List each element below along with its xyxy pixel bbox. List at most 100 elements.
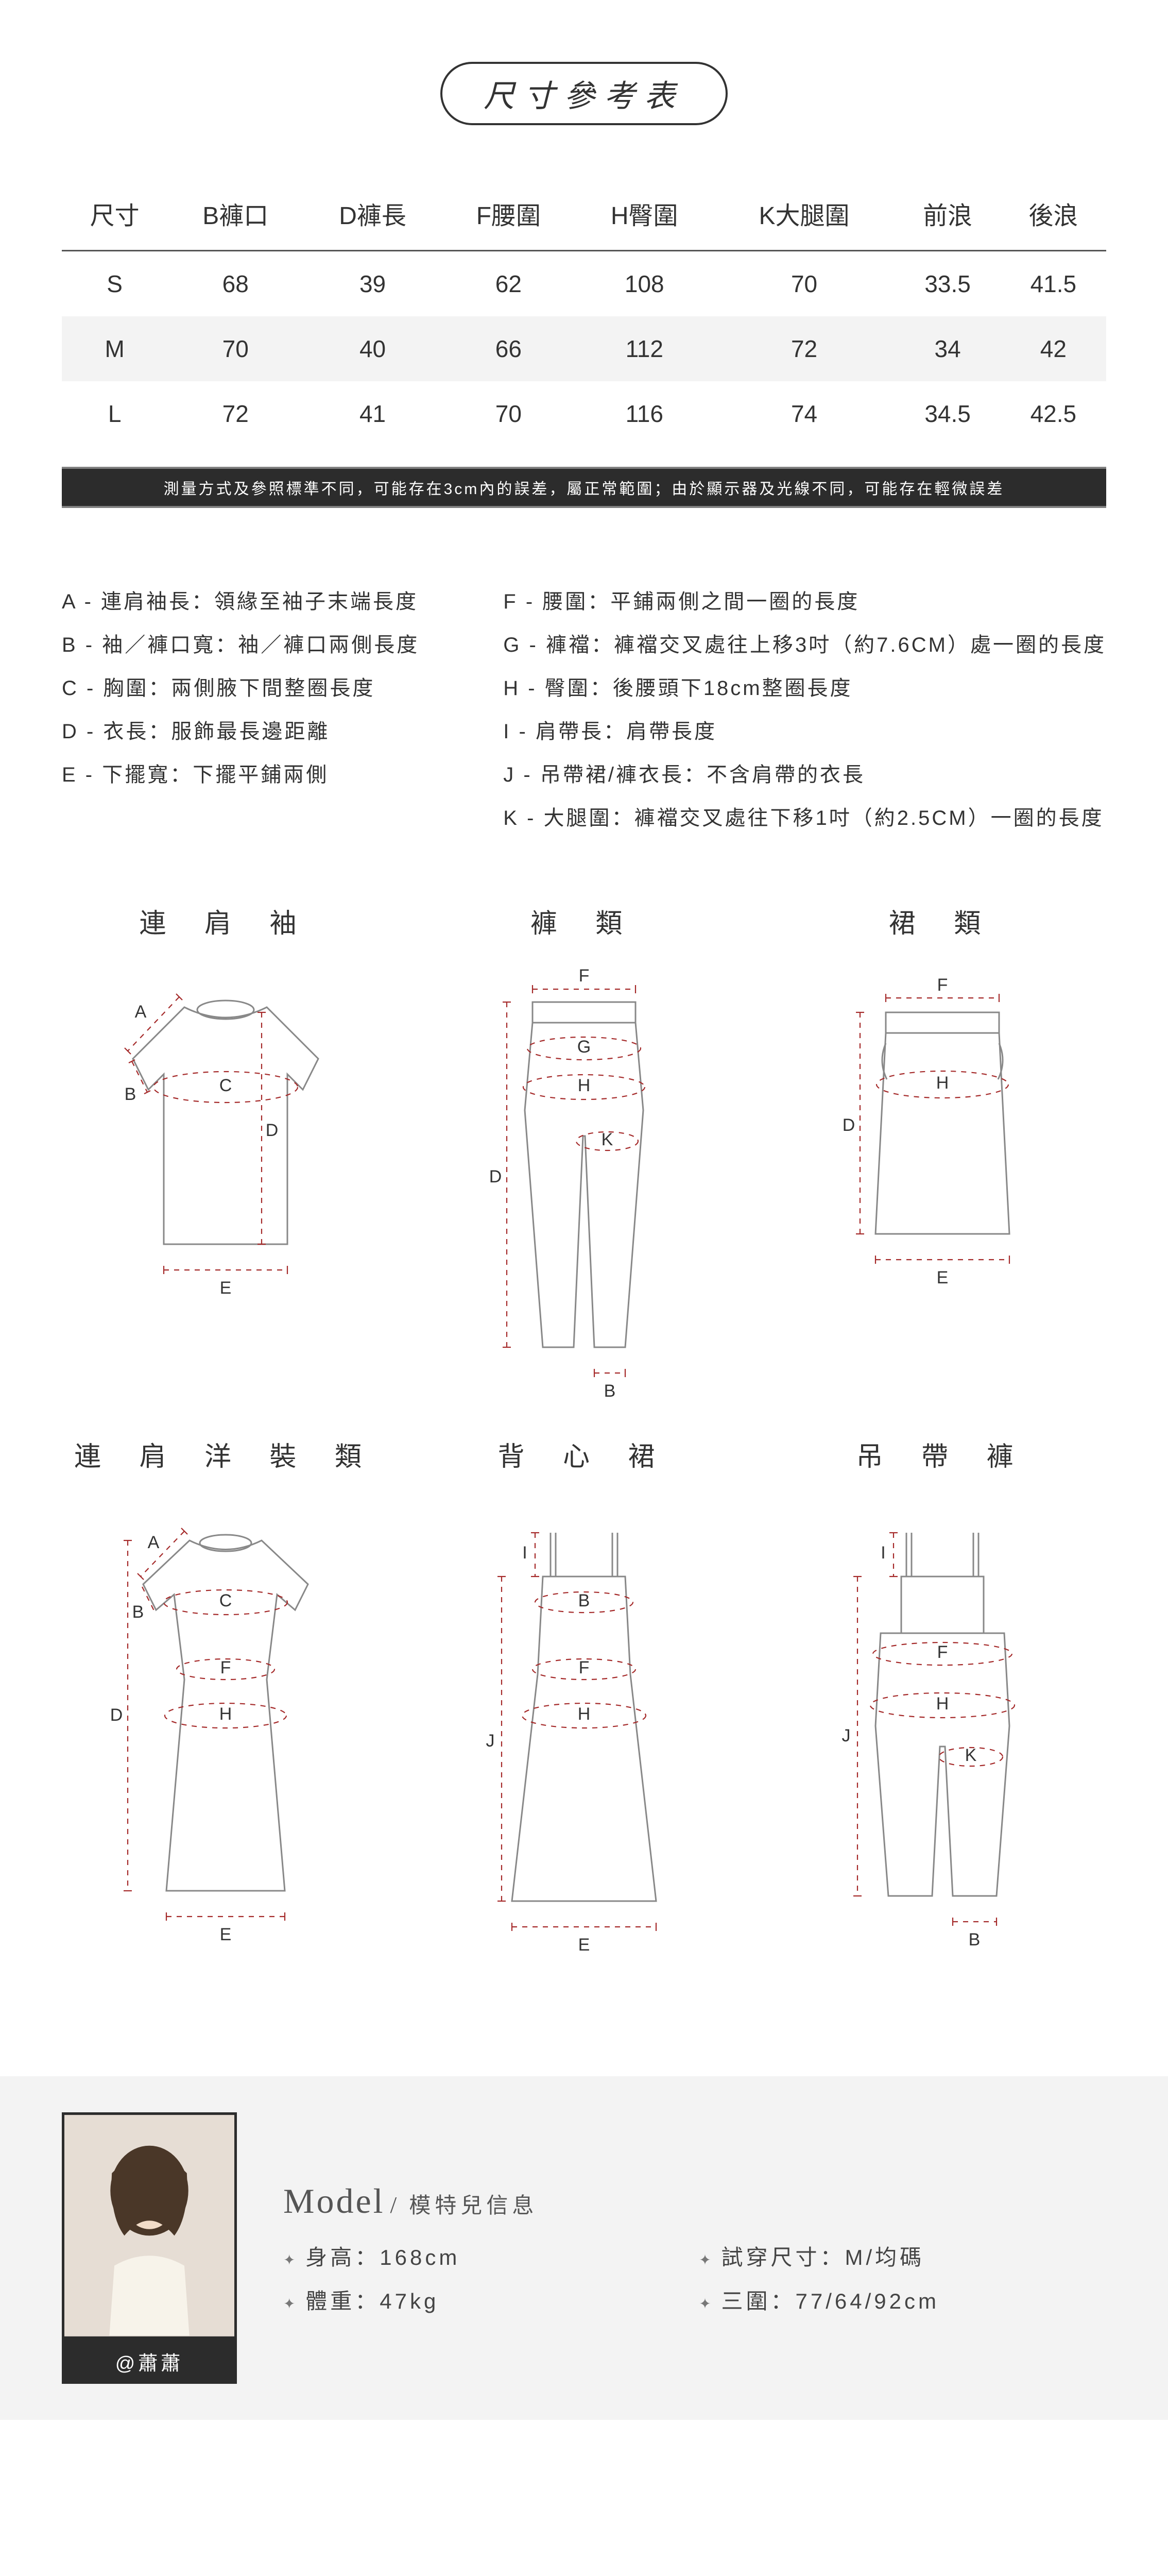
definitions-left: A - 連肩袖長：領緣至袖子末端長度 B - 袖／褲口寬：袖／褲口兩側長度 C … <box>62 580 472 840</box>
svg-text:E: E <box>937 1268 949 1287</box>
stat-height: 身高：168cm <box>283 2240 627 2272</box>
definition-item: B - 袖／褲口寬：袖／褲口兩側長度 <box>62 623 472 667</box>
col-header: D褲長 <box>303 177 442 251</box>
svg-text:H: H <box>578 1076 591 1095</box>
definition-item: H - 臀圍：後腰頭下18cm整圈長度 <box>503 667 1106 710</box>
svg-text:K: K <box>602 1130 613 1149</box>
table-row: S 68 39 62 108 70 33.5 41.5 <box>62 251 1106 317</box>
svg-text:B: B <box>132 1602 144 1622</box>
model-heading: Model/模特兒信息 <box>283 2181 1106 2222</box>
definition-item: F - 腰圍：平鋪兩側之間一圈的長度 <box>503 580 1106 623</box>
svg-text:E: E <box>220 1925 232 1944</box>
cell: 41.5 <box>1001 251 1106 317</box>
cell: 62 <box>442 251 575 317</box>
definition-item: D - 衣長：服飾最長邊距離 <box>62 710 472 753</box>
svg-text:A: A <box>135 1002 147 1022</box>
diagrams-grid: 連 肩 袖 A B C D <box>62 902 1106 1963</box>
cell: 39 <box>303 251 442 317</box>
cell: M <box>62 316 167 381</box>
model-handle: @蕭蕭 <box>62 2339 237 2384</box>
svg-text:B: B <box>969 1930 981 1950</box>
diagram-cami-dress: 背 心 裙 I B F H <box>420 1435 748 1963</box>
col-header: H臀圍 <box>575 177 714 251</box>
cell: 42.5 <box>1001 381 1106 446</box>
svg-text:J: J <box>486 1731 495 1751</box>
cell: 34 <box>895 316 1000 381</box>
cell: 66 <box>442 316 575 381</box>
table-row: L 72 41 70 116 74 34.5 42.5 <box>62 381 1106 446</box>
diagram-skirt: 裙 類 F H D <box>779 902 1106 1414</box>
definitions-right: F - 腰圍：平鋪兩側之間一圈的長度 G - 褲襠：褲襠交叉處往上移3吋（約7.… <box>503 580 1106 840</box>
svg-text:E: E <box>578 1935 590 1955</box>
cell: 70 <box>714 251 895 317</box>
cell: 70 <box>442 381 575 446</box>
svg-text:H: H <box>578 1704 591 1724</box>
svg-text:D: D <box>843 1115 855 1135</box>
model-info: Model/模特兒信息 身高：168cm 試穿尺寸：M/均碼 體重：47kg 三… <box>283 2181 1106 2315</box>
definition-item: A - 連肩袖長：領緣至袖子末端長度 <box>62 580 472 623</box>
title-container: 尺寸參考表 <box>62 62 1106 125</box>
tshirt-svg: A B C D E <box>81 966 370 1316</box>
svg-text:I: I <box>881 1543 885 1563</box>
diagram-title: 褲 類 <box>530 902 638 940</box>
svg-text:C: C <box>219 1076 232 1095</box>
model-section: @蕭蕭 Model/模特兒信息 身高：168cm 試穿尺寸：M/均碼 體重：47… <box>0 2076 1168 2420</box>
svg-text:D: D <box>266 1121 279 1140</box>
model-photo-frame: @蕭蕭 <box>62 2112 237 2384</box>
cell: 42 <box>1001 316 1106 381</box>
svg-text:J: J <box>842 1726 851 1745</box>
definition-item: C - 胸圍：兩側腋下間整圈長度 <box>62 667 472 710</box>
col-header: F腰圍 <box>442 177 575 251</box>
svg-text:K: K <box>965 1745 977 1765</box>
table-header-row: 尺寸 B褲口 D褲長 F腰圍 H臀圍 K大腿圍 前浪 後浪 <box>62 177 1106 251</box>
definitions: A - 連肩袖長：領緣至袖子末端長度 B - 袖／褲口寬：袖／褲口兩側長度 C … <box>62 580 1106 840</box>
svg-text:F: F <box>937 975 948 995</box>
definition-item: K - 大腿圍：褲襠交叉處往下移1吋（約2.5CM）一圈的長度 <box>503 796 1106 840</box>
size-table: 尺寸 B褲口 D褲長 F腰圍 H臀圍 K大腿圍 前浪 後浪 S 68 39 62… <box>62 177 1106 446</box>
diagram-title: 連 肩 洋 裝 類 <box>74 1435 377 1473</box>
cell: S <box>62 251 167 317</box>
cell: 108 <box>575 251 714 317</box>
table-row: M 70 40 66 112 72 34 42 <box>62 316 1106 381</box>
diagram-overalls: 吊 帶 褲 I F H K <box>779 1435 1106 1963</box>
cell: 34.5 <box>895 381 1000 446</box>
svg-text:H: H <box>219 1704 232 1724</box>
cell: 72 <box>167 381 303 446</box>
cell: 41 <box>303 381 442 446</box>
svg-text:E: E <box>220 1278 232 1298</box>
col-header: 尺寸 <box>62 177 167 251</box>
col-header: 後浪 <box>1001 177 1106 251</box>
svg-text:F: F <box>937 1642 948 1662</box>
model-heading-zh: 模特兒信息 <box>409 2193 538 2217</box>
cell: 70 <box>167 316 303 381</box>
svg-text:D: D <box>110 1705 123 1725</box>
diagram-title: 吊 帶 褲 <box>856 1435 1029 1473</box>
disclaimer-bar: 測量方式及參照標準不同，可能存在3cm內的誤差，屬正常範圍；由於顯示器及光線不同… <box>62 467 1106 508</box>
svg-text:B: B <box>578 1591 590 1611</box>
cell: 72 <box>714 316 895 381</box>
cami-dress-svg: I B F H J E <box>440 1499 728 1963</box>
dress-svg: A B C F H D <box>81 1499 370 1963</box>
model-stats: 身高：168cm 試穿尺寸：M/均碼 體重：47kg 三圍：77/64/92cm <box>283 2240 1106 2315</box>
diagram-title: 裙 類 <box>889 902 996 940</box>
svg-text:F: F <box>220 1658 231 1677</box>
svg-text:B: B <box>125 1084 136 1104</box>
stat-size: 試穿尺寸：M/均碼 <box>699 2240 1106 2272</box>
svg-text:F: F <box>579 1658 590 1677</box>
diagram-pants: 褲 類 F G H K <box>420 902 748 1414</box>
svg-text:B: B <box>604 1381 616 1401</box>
svg-text:A: A <box>148 1533 160 1552</box>
svg-text:F: F <box>579 966 590 986</box>
definition-item: I - 肩帶長：肩帶長度 <box>503 710 1106 753</box>
svg-text:I: I <box>522 1543 527 1563</box>
diagram-title: 連 肩 袖 <box>140 902 312 940</box>
definition-item: J - 吊帶裙/褲衣長：不含肩帶的衣長 <box>503 753 1106 796</box>
cell: 40 <box>303 316 442 381</box>
skirt-svg: F H D E <box>798 966 1087 1316</box>
model-heading-en: Model <box>283 2181 385 2221</box>
col-header: B褲口 <box>167 177 303 251</box>
stat-weight: 體重：47kg <box>283 2284 627 2315</box>
stat-meas: 三圍：77/64/92cm <box>699 2284 1106 2315</box>
page-title: 尺寸參考表 <box>440 62 728 125</box>
col-header: K大腿圍 <box>714 177 895 251</box>
